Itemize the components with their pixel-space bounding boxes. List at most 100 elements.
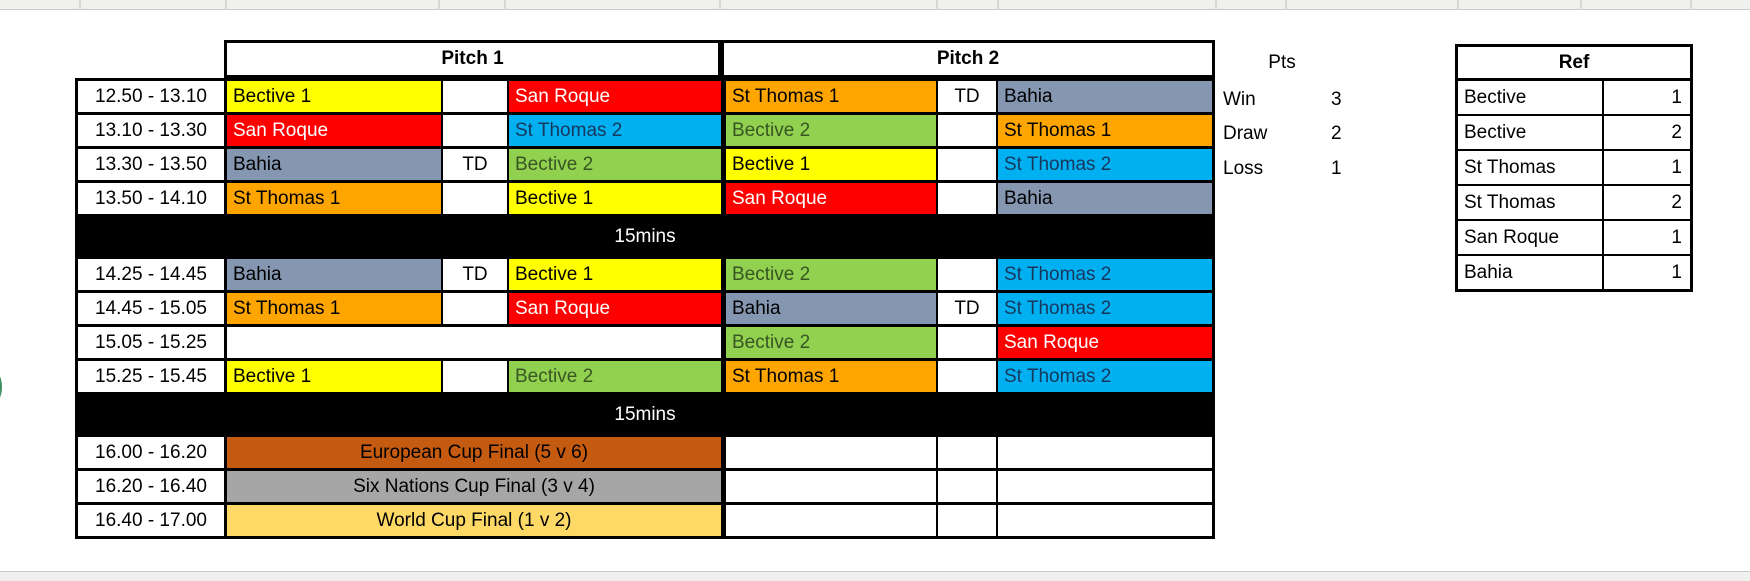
- time-cell[interactable]: 16.20 - 16.40: [78, 471, 224, 502]
- team-cell[interactable]: San Roque: [998, 327, 1212, 358]
- team-cell[interactable]: St Thomas 2: [998, 259, 1212, 290]
- team-cell[interactable]: St Thomas 2: [998, 293, 1212, 324]
- ref-num-cell[interactable]: 1: [1604, 151, 1690, 184]
- ref-num-cell[interactable]: 1: [1604, 221, 1690, 254]
- team-cell[interactable]: Bahia: [998, 81, 1212, 112]
- team-cell[interactable]: Bective 1: [509, 259, 721, 290]
- time-cell[interactable]: 15.05 - 15.25: [78, 327, 224, 358]
- team-cell[interactable]: St Thomas 2: [998, 361, 1212, 392]
- column-divider: [719, 0, 721, 10]
- team-cell[interactable]: Bahia: [726, 293, 936, 324]
- td-cell[interactable]: [938, 259, 996, 290]
- pitch1-header-cell[interactable]: Pitch 1: [224, 40, 721, 78]
- break-row[interactable]: 15mins: [78, 217, 1212, 256]
- ref-name-cell[interactable]: Bahia: [1458, 256, 1602, 289]
- points-value[interactable]: 1: [1331, 158, 1342, 179]
- team-cell[interactable]: St Thomas 2: [998, 149, 1212, 180]
- team-cell[interactable]: Bective 1: [227, 81, 441, 112]
- team-cell[interactable]: Bective 2: [726, 115, 936, 146]
- time-cell[interactable]: 16.00 - 16.20: [78, 437, 224, 468]
- empty-cell[interactable]: [938, 437, 996, 468]
- schedule-table: 12.50 - 13.10 Bective 1 San Roque St Tho…: [75, 78, 1215, 539]
- points-label[interactable]: Loss: [1223, 158, 1264, 179]
- schedule-row: 13.50 - 14.10 St Thomas 1 Bective 1 San …: [78, 183, 1212, 214]
- empty-cell[interactable]: [938, 505, 996, 536]
- schedule-row: 15.05 - 15.25 Bective 2 San Roque: [78, 327, 1212, 358]
- td-cell[interactable]: [938, 183, 996, 214]
- team-cell[interactable]: Bective 1: [227, 361, 441, 392]
- points-label[interactable]: Draw: [1223, 123, 1268, 144]
- final-cell[interactable]: World Cup Final (1 v 2): [227, 505, 721, 536]
- team-cell[interactable]: San Roque: [726, 183, 936, 214]
- team-cell[interactable]: San Roque: [509, 293, 721, 324]
- td-cell[interactable]: [443, 361, 507, 392]
- break-row[interactable]: 15mins: [78, 395, 1212, 434]
- time-cell[interactable]: 14.45 - 15.05: [78, 293, 224, 324]
- ref-header-cell[interactable]: Ref: [1458, 47, 1690, 78]
- team-cell[interactable]: San Roque: [227, 115, 441, 146]
- team-cell[interactable]: St Thomas 1: [227, 293, 441, 324]
- empty-cell[interactable]: [726, 437, 936, 468]
- pitch2-header-cell[interactable]: Pitch 2: [721, 40, 1215, 78]
- time-cell[interactable]: 14.25 - 14.45: [78, 259, 224, 290]
- td-cell[interactable]: [443, 81, 507, 112]
- td-cell[interactable]: [938, 327, 996, 358]
- ref-name-cell[interactable]: Bective: [1458, 81, 1602, 114]
- final-cell[interactable]: Six Nations Cup Final (3 v 4): [227, 471, 721, 502]
- team-cell[interactable]: San Roque: [509, 81, 721, 112]
- time-cell[interactable]: 16.40 - 17.00: [78, 505, 224, 536]
- team-cell[interactable]: St Thomas 1: [227, 183, 441, 214]
- team-cell[interactable]: St Thomas 1: [998, 115, 1212, 146]
- ref-num-cell[interactable]: 2: [1604, 116, 1690, 149]
- final-cell[interactable]: European Cup Final (5 v 6): [227, 437, 721, 468]
- points-label[interactable]: Win: [1223, 89, 1256, 110]
- empty-cell[interactable]: [998, 505, 1212, 536]
- team-cell[interactable]: Bahia: [227, 149, 441, 180]
- team-cell[interactable]: St Thomas 2: [509, 115, 721, 146]
- points-value[interactable]: 3: [1331, 89, 1342, 110]
- empty-cell[interactable]: [998, 437, 1212, 468]
- team-cell[interactable]: Bective 1: [726, 149, 936, 180]
- td-cell[interactable]: [443, 293, 507, 324]
- empty-cell[interactable]: [998, 471, 1212, 502]
- ref-num-cell[interactable]: 1: [1604, 81, 1690, 114]
- team-cell[interactable]: Bahia: [998, 183, 1212, 214]
- ref-row: St Thomas 1: [1458, 151, 1690, 184]
- points-value[interactable]: 2: [1331, 123, 1342, 144]
- td-cell[interactable]: TD: [443, 259, 507, 290]
- td-cell[interactable]: [443, 183, 507, 214]
- ref-num-cell[interactable]: 1: [1604, 256, 1690, 289]
- td-cell[interactable]: TD: [443, 149, 507, 180]
- team-cell[interactable]: Bective 2: [726, 259, 936, 290]
- td-cell[interactable]: [938, 361, 996, 392]
- time-cell[interactable]: 15.25 - 15.45: [78, 361, 224, 392]
- team-cell[interactable]: Bahia: [227, 259, 441, 290]
- empty-cell[interactable]: [726, 505, 936, 536]
- time-cell[interactable]: 13.50 - 14.10: [78, 183, 224, 214]
- empty-cell[interactable]: [938, 471, 996, 502]
- time-cell[interactable]: 12.50 - 13.10: [78, 81, 224, 112]
- team-cell[interactable]: St Thomas 1: [726, 81, 936, 112]
- ref-num-cell[interactable]: 2: [1604, 186, 1690, 219]
- schedule-row: 15.25 - 15.45 Bective 1 Bective 2 St Tho…: [78, 361, 1212, 392]
- ref-name-cell[interactable]: St Thomas: [1458, 186, 1602, 219]
- points-header[interactable]: Pts: [1268, 52, 1296, 73]
- td-cell[interactable]: [938, 149, 996, 180]
- ref-name-cell[interactable]: St Thomas: [1458, 151, 1602, 184]
- team-cell[interactable]: Bective 2: [726, 327, 936, 358]
- team-cell[interactable]: Bective 2: [509, 361, 721, 392]
- td-cell[interactable]: TD: [938, 293, 996, 324]
- team-cell[interactable]: Bective 2: [509, 149, 721, 180]
- empty-merged-cell[interactable]: [227, 327, 721, 358]
- team-cell[interactable]: St Thomas 1: [726, 361, 936, 392]
- ref-name-cell[interactable]: San Roque: [1458, 221, 1602, 254]
- empty-cell[interactable]: [726, 471, 936, 502]
- schedule-row: 13.30 - 13.50 Bahia TD Bective 2 Bective…: [78, 149, 1212, 180]
- team-cell[interactable]: Bective 1: [509, 183, 721, 214]
- td-cell[interactable]: [938, 115, 996, 146]
- time-cell[interactable]: 13.30 - 13.50: [78, 149, 224, 180]
- td-cell[interactable]: [443, 115, 507, 146]
- ref-name-cell[interactable]: Bective: [1458, 116, 1602, 149]
- td-cell[interactable]: TD: [938, 81, 996, 112]
- time-cell[interactable]: 13.10 - 13.30: [78, 115, 224, 146]
